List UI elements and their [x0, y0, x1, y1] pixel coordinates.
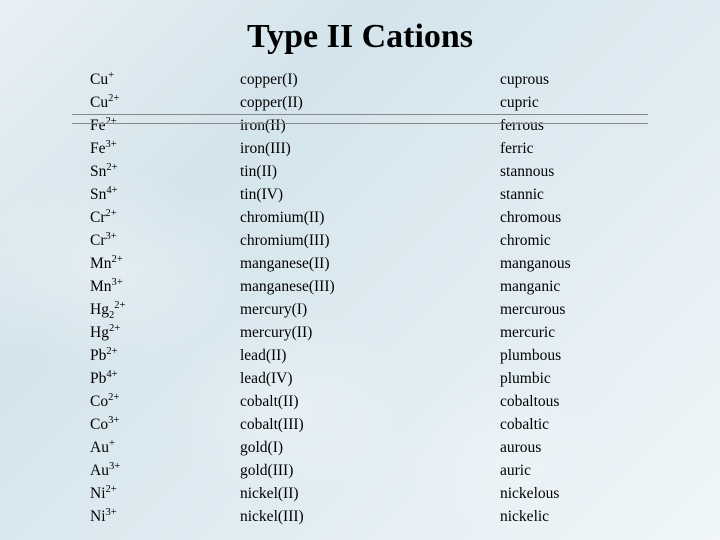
formula-cell: Pb2+	[90, 344, 240, 367]
common-cell: ferrous	[500, 114, 630, 137]
formula-cell: Fe2+	[90, 114, 240, 137]
common-cell: cuprous	[500, 68, 630, 91]
formula-cell: Hg22+	[90, 298, 240, 321]
common-cell: auric	[500, 459, 630, 482]
column-formula: Cu+Cu2+Fe2+Fe3+Sn2+Sn4+Cr2+Cr3+Mn2+Mn3+H…	[90, 68, 240, 528]
systematic-cell: copper(II)	[240, 91, 500, 114]
systematic-cell: cobalt(III)	[240, 413, 500, 436]
formula-cell: Au+	[90, 436, 240, 459]
formula-cell: Au3+	[90, 459, 240, 482]
formula-cell: Co2+	[90, 390, 240, 413]
common-cell: nickelic	[500, 505, 630, 528]
common-cell: plumbous	[500, 344, 630, 367]
common-cell: mercuric	[500, 321, 630, 344]
common-cell: aurous	[500, 436, 630, 459]
horizontal-rule-2	[72, 123, 648, 124]
systematic-cell: chromium(III)	[240, 229, 500, 252]
common-cell: chromic	[500, 229, 630, 252]
cation-table: Cu+Cu2+Fe2+Fe3+Sn2+Sn4+Cr2+Cr3+Mn2+Mn3+H…	[90, 68, 630, 528]
formula-cell: Mn2+	[90, 252, 240, 275]
common-cell: nickelous	[500, 482, 630, 505]
systematic-cell: cobalt(II)	[240, 390, 500, 413]
systematic-cell: iron(II)	[240, 114, 500, 137]
common-cell: cupric	[500, 91, 630, 114]
common-cell: mercurous	[500, 298, 630, 321]
common-cell: ferric	[500, 137, 630, 160]
formula-cell: Pb4+	[90, 367, 240, 390]
common-cell: plumbic	[500, 367, 630, 390]
systematic-cell: iron(III)	[240, 137, 500, 160]
formula-cell: Mn3+	[90, 275, 240, 298]
formula-cell: Hg2+	[90, 321, 240, 344]
formula-cell: Cu+	[90, 68, 240, 91]
formula-cell: Cr3+	[90, 229, 240, 252]
common-cell: stannous	[500, 160, 630, 183]
formula-cell: Co3+	[90, 413, 240, 436]
formula-cell: Ni3+	[90, 505, 240, 528]
slide-content: Type II Cations Cu+Cu2+Fe2+Fe3+Sn2+Sn4+C…	[0, 0, 720, 528]
systematic-cell: gold(III)	[240, 459, 500, 482]
systematic-cell: nickel(II)	[240, 482, 500, 505]
formula-cell: Sn4+	[90, 183, 240, 206]
systematic-cell: tin(II)	[240, 160, 500, 183]
common-cell: chromous	[500, 206, 630, 229]
systematic-cell: gold(I)	[240, 436, 500, 459]
column-systematic-name: copper(I)copper(II)iron(II)iron(III)tin(…	[240, 68, 500, 528]
horizontal-rule-1	[72, 114, 648, 115]
common-cell: manganic	[500, 275, 630, 298]
formula-cell: Cr2+	[90, 206, 240, 229]
common-cell: cobaltous	[500, 390, 630, 413]
page-title: Type II Cations	[90, 18, 630, 56]
systematic-cell: manganese(III)	[240, 275, 500, 298]
formula-cell: Sn2+	[90, 160, 240, 183]
systematic-cell: chromium(II)	[240, 206, 500, 229]
systematic-cell: copper(I)	[240, 68, 500, 91]
systematic-cell: tin(IV)	[240, 183, 500, 206]
common-cell: stannic	[500, 183, 630, 206]
systematic-cell: mercury(I)	[240, 298, 500, 321]
column-common-name: cuprouscupricferrousferricstannousstanni…	[500, 68, 630, 528]
formula-cell: Fe3+	[90, 137, 240, 160]
systematic-cell: manganese(II)	[240, 252, 500, 275]
systematic-cell: nickel(III)	[240, 505, 500, 528]
common-cell: manganous	[500, 252, 630, 275]
systematic-cell: mercury(II)	[240, 321, 500, 344]
formula-cell: Ni2+	[90, 482, 240, 505]
common-cell: cobaltic	[500, 413, 630, 436]
formula-cell: Cu2+	[90, 91, 240, 114]
systematic-cell: lead(II)	[240, 344, 500, 367]
systematic-cell: lead(IV)	[240, 367, 500, 390]
